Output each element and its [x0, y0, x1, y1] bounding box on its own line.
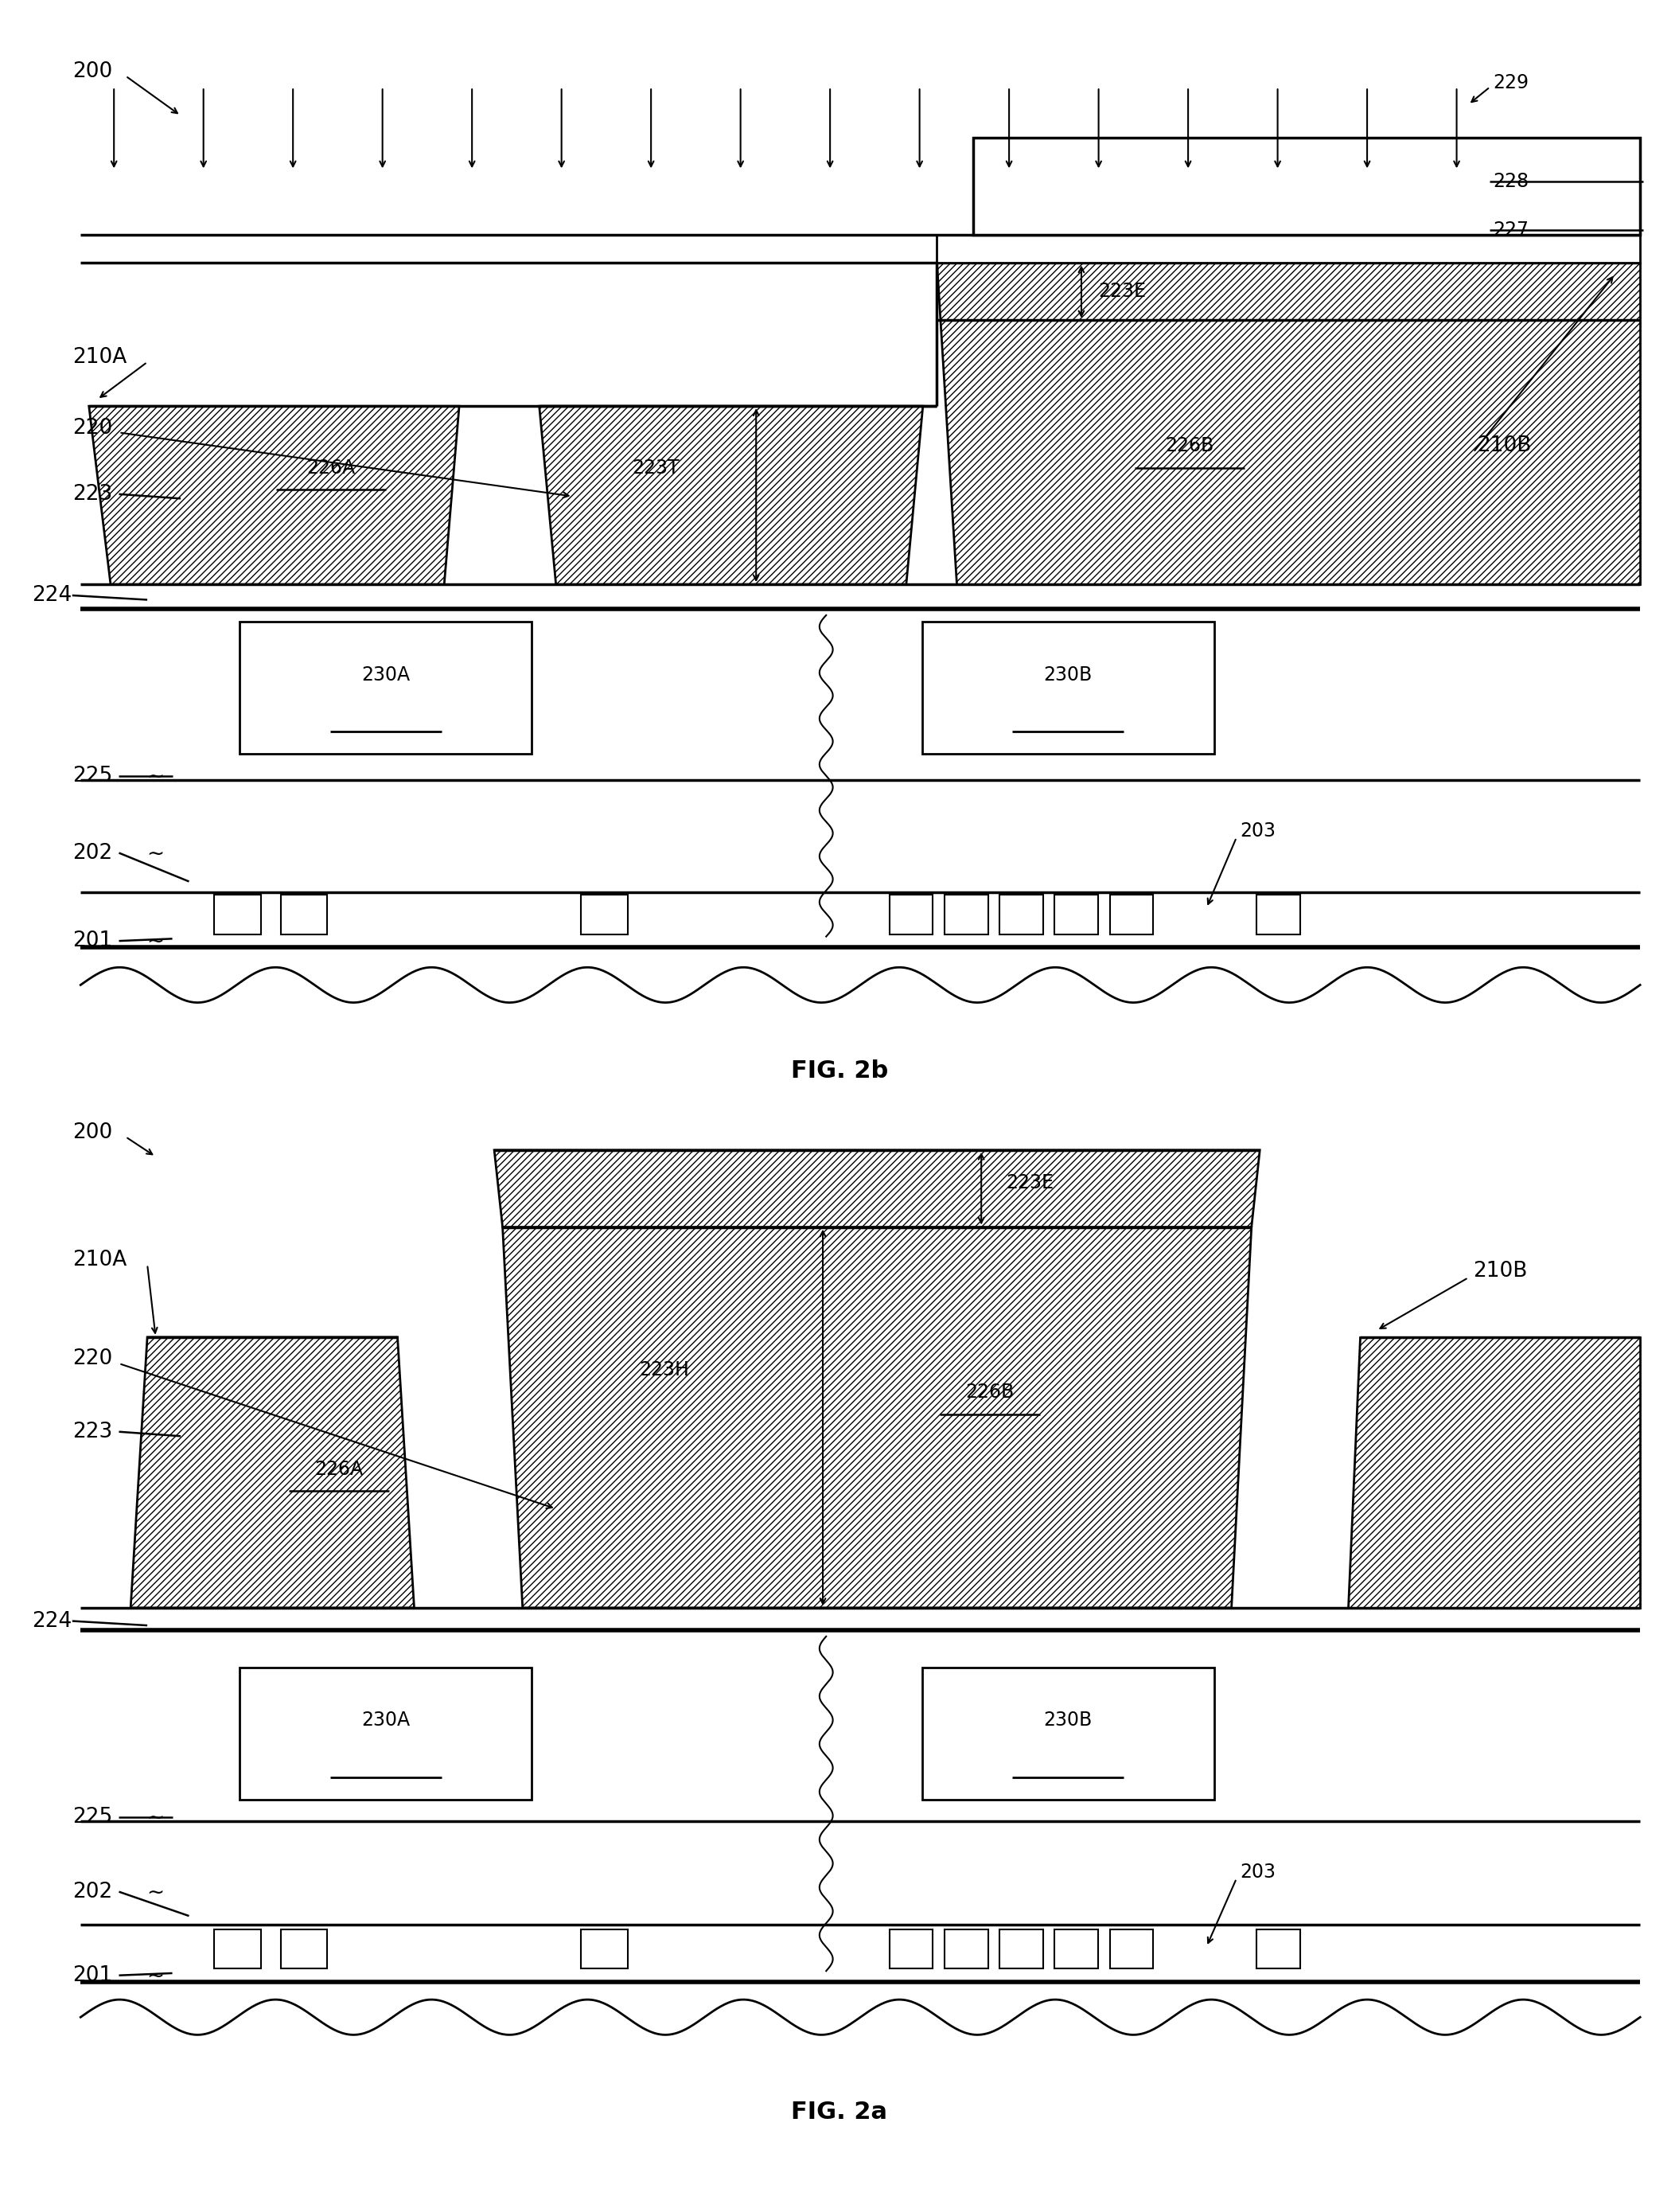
- Polygon shape: [937, 263, 1640, 584]
- Text: 225: 225: [72, 1807, 112, 1827]
- Text: 203: 203: [1239, 821, 1276, 841]
- Bar: [945, 1929, 987, 1969]
- Bar: [1256, 894, 1300, 933]
- Text: $\sim$: $\sim$: [143, 843, 163, 863]
- Bar: [240, 1668, 532, 1798]
- Text: $\sim$: $\sim$: [143, 931, 163, 951]
- Text: 230A: 230A: [361, 1710, 410, 1730]
- Bar: [240, 622, 532, 754]
- Text: FIG. 2a: FIG. 2a: [791, 2099, 888, 2124]
- Polygon shape: [89, 407, 460, 584]
- Bar: [581, 894, 628, 933]
- Polygon shape: [539, 407, 923, 584]
- Text: 223: 223: [72, 484, 112, 504]
- Text: 228: 228: [1493, 173, 1530, 190]
- Polygon shape: [1348, 1336, 1640, 1608]
- Bar: [213, 1929, 260, 1969]
- Bar: [999, 1929, 1043, 1969]
- Bar: [1054, 1929, 1098, 1969]
- Bar: [280, 894, 327, 933]
- Text: 223H: 223H: [640, 1360, 690, 1380]
- Text: 226B: 226B: [965, 1382, 1014, 1402]
- Polygon shape: [502, 1228, 1251, 1608]
- Text: 203: 203: [1239, 1863, 1276, 1882]
- Bar: [922, 622, 1214, 754]
- Text: 201: 201: [72, 1964, 112, 1986]
- Bar: [1110, 894, 1153, 933]
- Text: 223E: 223E: [1098, 283, 1145, 301]
- Polygon shape: [131, 1336, 415, 1608]
- Text: 210A: 210A: [72, 1250, 126, 1270]
- Bar: [972, 137, 1640, 234]
- Bar: [937, 234, 1640, 263]
- Text: 220: 220: [72, 1349, 112, 1369]
- Bar: [213, 894, 260, 933]
- Text: 200: 200: [72, 1121, 112, 1144]
- Text: 226B: 226B: [1165, 436, 1214, 456]
- Text: 220: 220: [72, 418, 112, 438]
- Bar: [1054, 894, 1098, 933]
- Text: 202: 202: [72, 843, 112, 863]
- Text: $\sim$: $\sim$: [143, 1882, 163, 1902]
- Bar: [890, 894, 934, 933]
- Bar: [581, 1929, 628, 1969]
- Text: 230B: 230B: [1044, 666, 1093, 684]
- Text: $\sim$: $\sim$: [143, 1964, 163, 1986]
- Bar: [1110, 1929, 1153, 1969]
- Bar: [999, 894, 1043, 933]
- Text: 223T: 223T: [633, 458, 680, 478]
- Text: 223: 223: [72, 1422, 112, 1442]
- Text: 226A: 226A: [307, 458, 354, 478]
- Text: 210B: 210B: [1476, 436, 1531, 456]
- Bar: [890, 1929, 934, 1969]
- Text: 229: 229: [1493, 73, 1530, 93]
- Text: 230B: 230B: [1044, 1710, 1093, 1730]
- Text: 225: 225: [72, 765, 112, 785]
- Bar: [1256, 1929, 1300, 1969]
- Text: FIG. 2b: FIG. 2b: [791, 1060, 888, 1082]
- Text: 202: 202: [72, 1882, 112, 1902]
- Text: 226A: 226A: [314, 1460, 363, 1478]
- Text: 224: 224: [32, 584, 72, 606]
- Bar: [280, 1929, 327, 1969]
- Text: 210A: 210A: [72, 347, 126, 367]
- Text: 200: 200: [72, 62, 112, 82]
- Text: $\sim$: $\sim$: [143, 765, 163, 785]
- Text: $\sim$: $\sim$: [143, 1807, 163, 1827]
- Text: 224: 224: [32, 1610, 72, 1632]
- Text: 230A: 230A: [361, 666, 410, 684]
- Bar: [945, 894, 987, 933]
- Text: 223E: 223E: [1006, 1175, 1054, 1192]
- Text: 227: 227: [1493, 221, 1530, 239]
- Text: 210B: 210B: [1472, 1261, 1528, 1281]
- Polygon shape: [494, 1150, 1259, 1228]
- Bar: [922, 1668, 1214, 1798]
- Text: 201: 201: [72, 931, 112, 951]
